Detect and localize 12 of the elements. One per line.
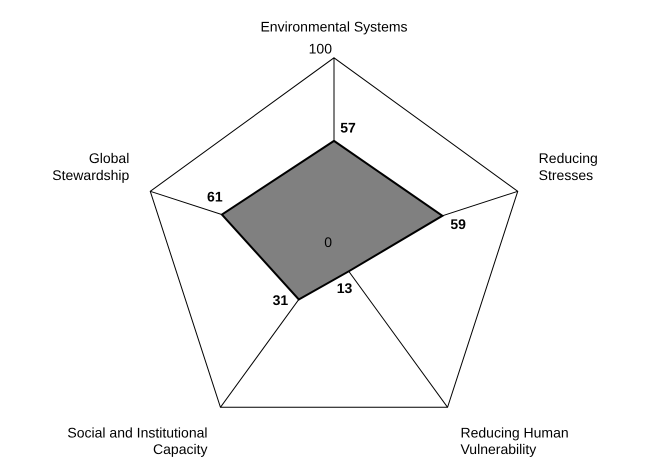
spoke-label: Reducing Human Vulnerability xyxy=(460,424,569,458)
spoke-label: Reducing Stresses xyxy=(538,150,598,183)
spoke-label: Social and Institutional Capacity xyxy=(67,424,208,458)
data-label: 57 xyxy=(340,120,356,136)
y-tick-label: 100 xyxy=(308,40,332,57)
spoke-label: Global Stewardship xyxy=(52,150,130,183)
data-label: 31 xyxy=(272,292,288,308)
y-tick-label: 0 xyxy=(324,234,332,250)
data-label: 59 xyxy=(450,216,466,232)
spoke-label: Environmental Systems xyxy=(260,18,408,34)
data-label: 13 xyxy=(336,280,352,296)
data-label: 61 xyxy=(207,188,223,204)
